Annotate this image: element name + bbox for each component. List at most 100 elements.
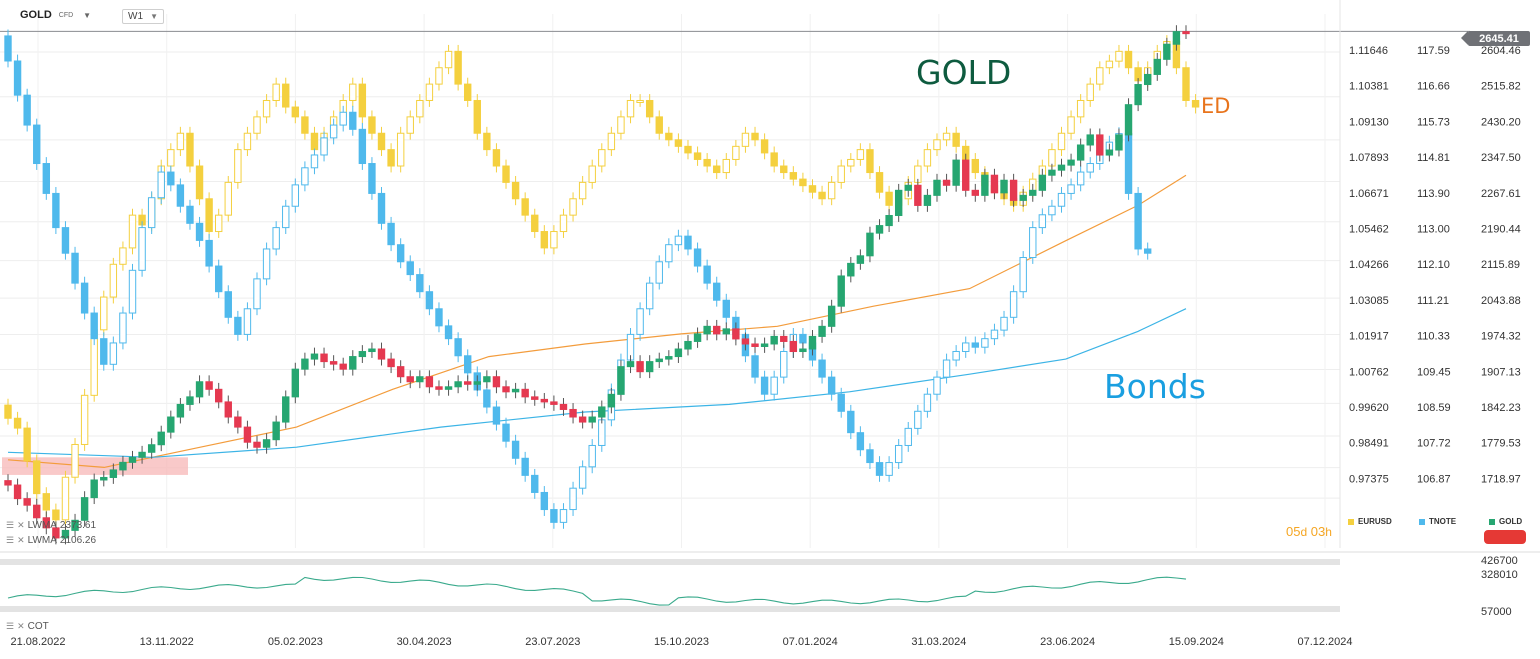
tnote-candle xyxy=(665,244,673,263)
gold-tick-label: 2190.44 xyxy=(1481,224,1521,236)
cot-tick-label: 57000 xyxy=(1481,606,1512,618)
settings-icon[interactable]: ☰ xyxy=(6,621,15,631)
lwma-slow-line xyxy=(7,308,1187,458)
tnote-candle xyxy=(760,376,769,395)
gold-candle xyxy=(1067,159,1075,166)
symbol-name: GOLD xyxy=(20,9,52,21)
gold-candle xyxy=(550,401,558,405)
chevron-down-icon: ▼ xyxy=(83,10,92,20)
settings-icon[interactable]: ☰ xyxy=(6,520,15,530)
tnote-tick-label: 115.73 xyxy=(1417,116,1450,128)
tnote-candle xyxy=(205,239,213,267)
alert-badge[interactable] xyxy=(1484,530,1526,544)
gold-tick-label: 1907.13 xyxy=(1481,366,1521,378)
eurusd-tick-label: 1.07893 xyxy=(1349,152,1389,164)
gold-candle xyxy=(109,469,118,478)
tnote-candle xyxy=(109,342,118,365)
eurusd-candle xyxy=(291,106,300,118)
gold-candle xyxy=(61,529,70,539)
indicator-lwma-1[interactable]: ☰ ✕ LWMA 2373.61 xyxy=(6,520,96,531)
eurusd-candle xyxy=(875,172,884,193)
gold-candle xyxy=(157,431,165,446)
gold-candle xyxy=(540,398,549,403)
symbol-selector[interactable]: GOLD CFD ▼ xyxy=(20,9,91,21)
gold-candle xyxy=(952,159,960,186)
eurusd-candle xyxy=(1115,50,1123,62)
legend-gold: GOLD xyxy=(1489,517,1522,526)
gold-candle xyxy=(569,408,577,418)
tnote-candle xyxy=(61,227,70,254)
tnote-candle xyxy=(703,265,711,284)
eurusd-candle xyxy=(71,443,79,478)
gold-candle xyxy=(674,348,683,358)
eurusd-candle xyxy=(607,132,616,151)
tnote-candle xyxy=(1076,171,1085,186)
eurusd-tick-label: 1.05462 xyxy=(1349,224,1389,236)
tnote-candle xyxy=(847,410,855,434)
eurusd-candle xyxy=(301,116,309,134)
gold-candle xyxy=(665,356,673,360)
gold-tick-label: 1842.23 xyxy=(1481,402,1521,414)
timeframe-select[interactable]: W1 ▼ xyxy=(122,9,164,24)
tnote-candle xyxy=(243,308,252,335)
close-icon[interactable]: ✕ xyxy=(17,535,25,545)
gold-annotation: GOLD xyxy=(916,53,1012,92)
eurusd-candle xyxy=(856,149,865,160)
eurusd-candle xyxy=(128,214,137,249)
tnote-candle xyxy=(234,316,242,335)
eurusd-candle xyxy=(645,99,654,118)
gold-candle xyxy=(52,527,60,539)
gold-candle xyxy=(147,444,156,453)
tnote-candle xyxy=(492,406,501,425)
eurusd-candle xyxy=(559,214,568,233)
eurusd-candle xyxy=(569,198,577,216)
cot-line xyxy=(7,576,1187,606)
tnote-candle xyxy=(167,171,175,186)
tnote-candle xyxy=(1086,163,1094,173)
tnote-candle xyxy=(770,376,778,395)
x-tick-label: 23.07.2023 xyxy=(525,636,580,648)
tnote-candle xyxy=(655,261,663,284)
tnote-candle xyxy=(301,167,309,186)
close-icon[interactable]: ✕ xyxy=(17,520,25,530)
eurusd-candle xyxy=(406,116,414,134)
x-tick-label: 31.03.2024 xyxy=(911,636,966,648)
gold-candle xyxy=(1134,84,1142,106)
eurusd-candle xyxy=(521,198,529,216)
tnote-candle xyxy=(1134,192,1142,250)
gold-candle xyxy=(90,479,98,499)
gold-candle xyxy=(521,388,529,398)
eurusd-candle xyxy=(578,181,587,200)
tnote-candle xyxy=(253,278,261,310)
gold-tick-label: 1974.32 xyxy=(1481,331,1521,343)
gold-tick-label: 2430.20 xyxy=(1481,116,1521,128)
gold-candle xyxy=(1143,73,1152,86)
close-icon[interactable]: ✕ xyxy=(17,621,25,631)
eurusd-candle xyxy=(205,198,213,233)
tnote-candle xyxy=(464,355,472,374)
indicator-value: 2106.26 xyxy=(59,535,97,546)
eurusd-candle xyxy=(808,185,817,193)
tnote-candle xyxy=(904,427,912,446)
gold-candle xyxy=(837,275,845,307)
tnote-tick-label: 107.72 xyxy=(1417,438,1451,450)
lwma-fast-line xyxy=(7,174,1187,469)
eurusd-candle xyxy=(13,417,22,429)
tnote-tick-label: 111.21 xyxy=(1417,295,1449,307)
gold-candle xyxy=(1105,149,1114,156)
gold-tick-label: 1779.53 xyxy=(1481,438,1521,450)
gold-candle xyxy=(789,340,798,353)
gold-candle xyxy=(531,396,539,400)
eurusd-candle xyxy=(262,99,271,118)
eurusd-candle xyxy=(636,99,644,103)
indicator-cot[interactable]: ☰ ✕ COT xyxy=(6,621,49,632)
eurusd-candle xyxy=(799,178,807,187)
eurusd-candle xyxy=(23,427,31,462)
tnote-candle xyxy=(224,291,232,318)
settings-icon[interactable]: ☰ xyxy=(6,535,15,545)
eurusd-candle xyxy=(282,83,290,108)
gold-candle xyxy=(502,386,510,393)
gold-candle xyxy=(1038,174,1047,191)
indicator-lwma-2[interactable]: ☰ ✕ LWMA 2106.26 xyxy=(6,535,96,546)
